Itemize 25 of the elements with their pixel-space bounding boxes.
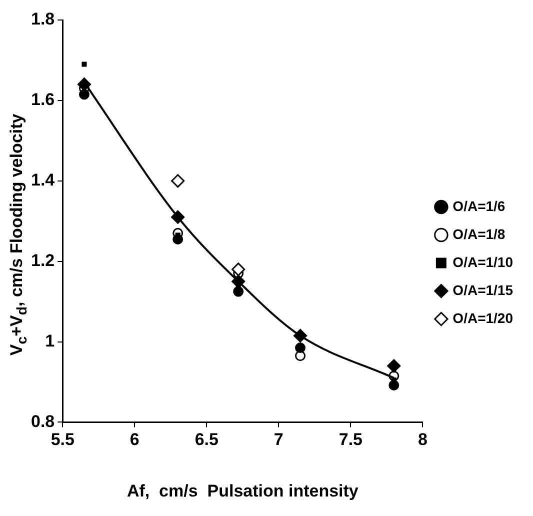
x-tick-label: 7.5 xyxy=(338,430,362,450)
point xyxy=(387,359,401,373)
y-tick-label: 1.8 xyxy=(30,10,55,29)
x-tick-label: 6 xyxy=(130,430,140,450)
x-axis-title: Af, cm/s Pulsation intensity xyxy=(126,481,359,500)
point xyxy=(232,262,246,276)
y-tick-label: 1.2 xyxy=(30,251,55,270)
y-tick-label: 0.8 xyxy=(30,412,55,431)
x-tick-label: 8 xyxy=(418,430,428,450)
legend-label: O/A=1/15 xyxy=(452,282,514,298)
legend-label: O/A=1/6 xyxy=(452,198,506,214)
legend-label: O/A=1/20 xyxy=(452,310,514,326)
x-tick-label: 6.5 xyxy=(194,430,218,450)
x-tick-label: 5.5 xyxy=(50,430,74,450)
x-tick-label: 7 xyxy=(274,430,284,450)
point xyxy=(78,89,90,100)
point xyxy=(82,62,87,67)
point xyxy=(295,342,306,354)
y-tick-label: 1.6 xyxy=(30,90,55,110)
point xyxy=(233,286,244,297)
legend-label: O/A=1/10 xyxy=(452,254,514,270)
y-tick-label: 1.4 xyxy=(30,170,56,190)
y-tick-label: 1 xyxy=(45,331,55,350)
legend-label: O/A=1/8 xyxy=(452,226,506,242)
point xyxy=(171,174,185,188)
